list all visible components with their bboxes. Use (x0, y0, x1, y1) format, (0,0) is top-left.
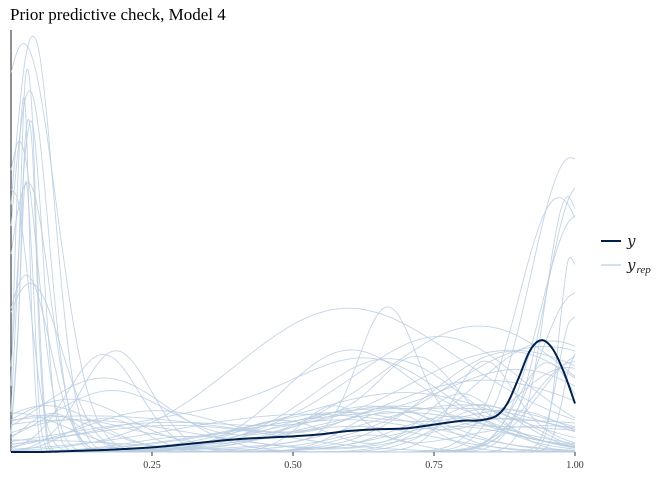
yrep-line (10, 411, 575, 453)
yrep-line (10, 68, 575, 453)
yrep-line (10, 340, 576, 449)
legend-label-y: y (626, 232, 636, 250)
yrep-line (10, 43, 575, 453)
x-tick-label: 0.50 (284, 460, 302, 471)
yrep-line (10, 181, 575, 454)
yrep-line (10, 90, 575, 453)
legend-label-yrep: yrep (626, 256, 651, 276)
yrep-line (10, 35, 575, 453)
y-observed-line (10, 339, 576, 454)
yrep-line (10, 362, 576, 452)
yrep-series-group (10, 35, 576, 454)
yrep-line (10, 307, 576, 452)
yrep-line (10, 412, 576, 453)
yrep-line (11, 336, 576, 453)
yrep-line (10, 189, 575, 453)
x-tick-label: 0.25 (143, 460, 161, 471)
yrep-line (11, 393, 576, 453)
yrep-line (10, 120, 575, 453)
legend-subscript: rep (636, 264, 651, 276)
yrep-line (10, 411, 576, 451)
yrep-line (10, 357, 576, 450)
yrep-line (10, 118, 575, 453)
yrep-line (11, 405, 576, 453)
yrep-line (10, 405, 576, 453)
yrep-line (10, 96, 575, 454)
chart-title: Prior predictive check, Model 4 (10, 5, 226, 24)
yrep-line (10, 377, 576, 453)
yrep-line (10, 379, 576, 448)
x-tick-label: 1.00 (566, 460, 584, 471)
yrep-line (11, 187, 576, 453)
yrep-line (10, 405, 576, 452)
y-series-group (10, 339, 576, 454)
x-axis-ticks: 0.25 0.50 0.75 1.00 (143, 452, 584, 471)
yrep-line (10, 353, 576, 450)
yrep-line (10, 392, 576, 453)
legend: y yrep (601, 232, 651, 276)
x-tick-label: 0.75 (425, 460, 443, 471)
